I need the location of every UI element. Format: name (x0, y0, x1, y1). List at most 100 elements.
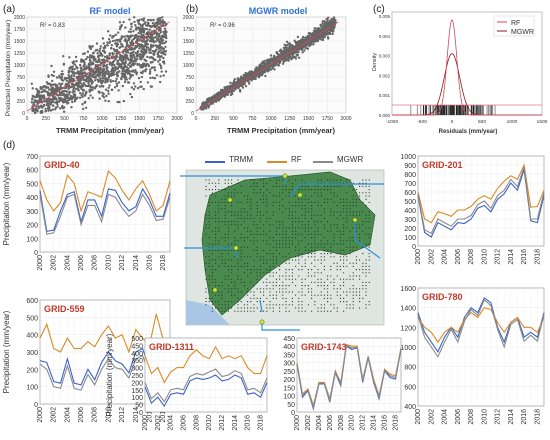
scatter-point (80, 84, 84, 87)
grid-point (205, 278, 207, 280)
scatter-point (150, 34, 154, 37)
scatter-point (115, 82, 119, 85)
x-tick-label: 2008 (92, 255, 99, 271)
grid-point (231, 269, 233, 271)
x-tick-label: 2012 (119, 255, 126, 271)
scatter-point (124, 65, 127, 68)
scatter-point (61, 101, 65, 104)
grid-point (323, 185, 325, 187)
scatter-point (80, 94, 83, 97)
grid-point (227, 249, 229, 251)
grid-point (355, 201, 357, 203)
grid-point (336, 307, 338, 309)
scatter-point (40, 90, 44, 94)
grid-point (266, 259, 268, 261)
grid-point (288, 246, 290, 248)
grid-point (253, 233, 255, 235)
grid-point (282, 198, 284, 200)
grid-point (218, 179, 220, 181)
grid-point (208, 198, 210, 200)
scatter-point (39, 110, 42, 113)
grid-point (355, 291, 357, 293)
grid-point (339, 230, 341, 232)
scatter-point (119, 54, 122, 58)
grid-point (317, 285, 319, 287)
grid-point (285, 297, 287, 299)
grid-point (247, 269, 249, 271)
scatter-point (331, 21, 335, 24)
grid-point (323, 269, 325, 271)
scatter-point (331, 32, 334, 36)
grid-point (275, 262, 277, 264)
grid-point (330, 256, 332, 258)
grid-point (359, 182, 361, 184)
grid-point (263, 249, 265, 251)
grid-point (253, 294, 255, 296)
grid-point (291, 278, 293, 280)
grid-point (259, 272, 261, 274)
scatter-point (74, 55, 78, 59)
x-tick-label: 2014 (508, 409, 515, 425)
grid-point (237, 179, 239, 181)
scatter-point (56, 88, 59, 91)
scatter-point (71, 78, 74, 81)
scatter-point (151, 76, 155, 80)
scatter-point (258, 64, 262, 67)
scatter-point (126, 57, 129, 60)
x-tick-label: 2010 (349, 415, 356, 431)
y-tick-label: 300 (283, 361, 295, 368)
grid-point (349, 288, 351, 290)
grid-point (237, 301, 239, 303)
scatter-point (87, 82, 90, 85)
legend-mgwr-swatch (313, 161, 333, 163)
scatter-point (51, 79, 54, 83)
grid-point (304, 217, 306, 219)
grid-point (282, 205, 284, 207)
x-tick-label: 2014 (232, 415, 239, 431)
grid-point (301, 224, 303, 226)
grid-point (253, 240, 255, 242)
grid-point (339, 269, 341, 271)
grid-point (333, 304, 335, 306)
scatter-point (124, 61, 127, 65)
grid-point (333, 182, 335, 184)
grid-point (250, 256, 252, 258)
grid-point (266, 278, 268, 280)
grid-point (279, 240, 281, 242)
grid-point (368, 214, 370, 216)
grid-point (272, 240, 274, 242)
scatter-point (328, 28, 331, 31)
scatter-point (145, 36, 148, 40)
grid-point (343, 243, 345, 245)
grid-point (295, 205, 297, 207)
scatter-point (163, 21, 167, 24)
grid-point (330, 281, 332, 283)
grid-point (368, 201, 370, 203)
grid-point (311, 201, 313, 203)
grid-point (221, 198, 223, 200)
grid-point (291, 205, 293, 207)
scatter-point (89, 63, 93, 66)
grid-point (269, 304, 271, 306)
scatter-point (62, 55, 65, 58)
grid-point (279, 208, 281, 210)
scatter-point (33, 95, 36, 98)
grid-point (288, 304, 290, 306)
scatter-point (86, 50, 90, 53)
grid-point (285, 262, 287, 264)
grid-point (256, 253, 258, 255)
scatter-point (142, 46, 145, 50)
scatter-point (110, 47, 113, 50)
scatter-point (319, 38, 323, 41)
grid-point (368, 211, 370, 213)
scatter-point (91, 45, 94, 48)
grid-point (240, 291, 242, 293)
scatter-point (47, 109, 50, 112)
grid-point (304, 278, 306, 280)
scatter-point (104, 99, 107, 102)
scatter-point (211, 95, 214, 99)
grid-point (250, 269, 252, 271)
grid-point (362, 253, 364, 255)
scatter-point (140, 45, 143, 48)
grid-point (263, 288, 265, 290)
